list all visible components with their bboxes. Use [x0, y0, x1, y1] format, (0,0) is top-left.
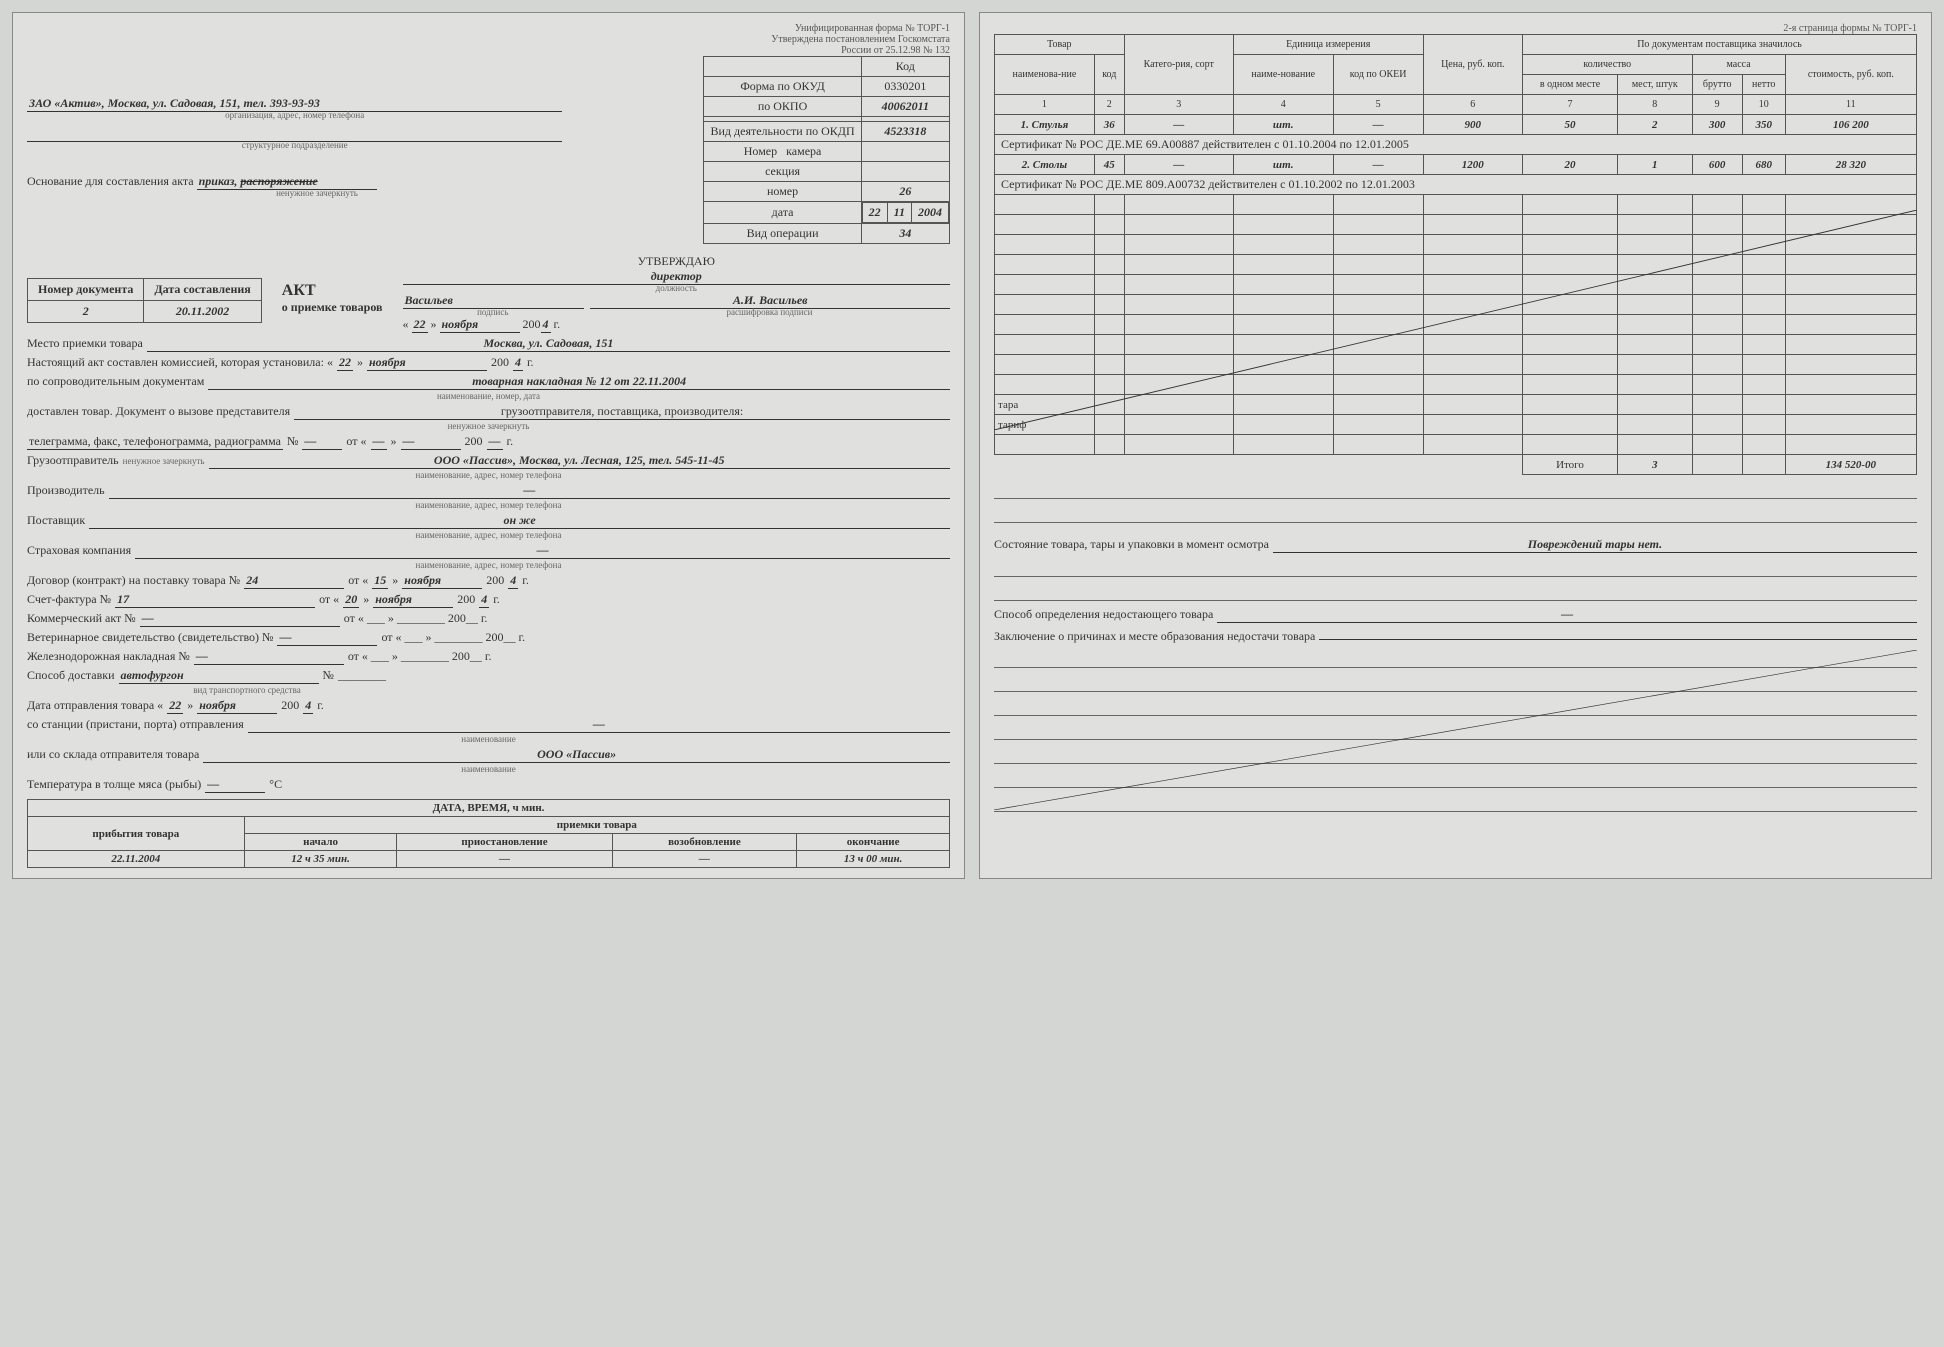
- docnum-value: 2: [28, 301, 144, 323]
- approve-name-cap: расшифровка подписи: [589, 307, 950, 317]
- dostavlen-label: доставлен товар. Документ о вызове предс…: [27, 404, 290, 419]
- approve-month: ноября: [440, 317, 520, 333]
- okpo-value: 40062011: [861, 97, 949, 117]
- date-y: 2004: [912, 203, 949, 223]
- sostoyanie-label: Состояние товара, тары и упаковки в моме…: [994, 537, 1269, 552]
- form-header-line2: Утверждена постановлением Госкомстата: [771, 34, 950, 45]
- basis-strike: распоряжение: [240, 174, 317, 188]
- kamera-label: камера: [786, 144, 821, 158]
- operation-label: Вид операции: [704, 224, 861, 244]
- gruz-label: Грузоотправитель: [27, 453, 119, 468]
- soprov-label: по сопроводительным документам: [27, 374, 204, 389]
- proizv-label: Производитель: [27, 483, 105, 498]
- zakl-label: Заключение о причинах и месте образовани…: [994, 629, 1315, 644]
- date-m: 11: [887, 203, 911, 223]
- gruz-value: ООО «Пассив», Москва, ул. Лесная, 125, т…: [209, 453, 951, 469]
- docdate-label: Дата составления: [144, 279, 261, 301]
- nomer-label: Номер: [744, 144, 777, 158]
- sostoyanie-value: Повреждений тары нет.: [1273, 537, 1917, 553]
- form-header-line1: Унифицированная форма № ТОРГ-1: [795, 23, 950, 34]
- page2-header: 2-я страница формы № ТОРГ-1: [994, 23, 1917, 34]
- docnum-label: Номер документа: [28, 279, 144, 301]
- basis-label: Основание для составления акта: [27, 174, 194, 188]
- form-header-line3: России от 25.12.98 № 132: [841, 45, 950, 56]
- nedost-label: Способ определения недостающего товара: [994, 607, 1213, 622]
- akt-title: АКТ: [282, 282, 383, 300]
- docdate-value: 20.11.2002: [144, 301, 261, 323]
- okud-label: Форма по ОКУД: [704, 77, 861, 97]
- sekcia-label: секция: [704, 162, 861, 182]
- goods-table: Товар Катего-рия, сорт Единица измерения…: [994, 34, 1917, 475]
- approve-day: 22: [412, 317, 428, 333]
- approve-sign-cap: подпись: [403, 307, 584, 317]
- conclusion-crossed-area: [994, 650, 1917, 810]
- time-table: ДАТА, ВРЕМЯ, ч мин. прибытия товараприем…: [27, 799, 950, 868]
- page-1: Унифицированная форма № ТОРГ-1 Утвержден…: [12, 12, 965, 879]
- okdp-label: Вид деятельности по ОКДП: [704, 122, 861, 142]
- operation-value: 34: [861, 224, 949, 244]
- data-label: дата: [704, 202, 861, 224]
- doc-number-table: Номер документаДата составления 220.11.2…: [27, 278, 262, 323]
- kod-header: Код: [861, 57, 949, 77]
- page-2: 2-я страница формы № ТОРГ-1 Товар Катего…: [979, 12, 1932, 879]
- okdp-value: 4523318: [861, 122, 949, 142]
- nomer-value: 26: [861, 182, 949, 202]
- codes-table: Код Форма по ОКУД0330201 по ОКПО40062011…: [703, 56, 950, 244]
- soprov-value: товарная накладная № 12 от 22.11.2004: [208, 374, 950, 390]
- basis-value: приказ: [199, 174, 235, 188]
- place-value: Москва, ул. Садовая, 151: [147, 336, 950, 352]
- komissia-label: Настоящий акт составлен комиссией, котор…: [27, 355, 333, 370]
- approve-year: 4: [541, 317, 551, 333]
- strah-label: Страховая компания: [27, 543, 131, 558]
- okud-value: 0330201: [861, 77, 949, 97]
- date-d: 22: [862, 203, 887, 223]
- akt-subtitle: о приемке товаров: [282, 300, 383, 315]
- nomer2-label: номер: [704, 182, 861, 202]
- approve-title: УТВЕРЖДАЮ: [403, 254, 951, 269]
- place-label: Место приемки товара: [27, 336, 143, 351]
- postav-label: Поставщик: [27, 513, 85, 528]
- okpo-label: по ОКПО: [704, 97, 861, 117]
